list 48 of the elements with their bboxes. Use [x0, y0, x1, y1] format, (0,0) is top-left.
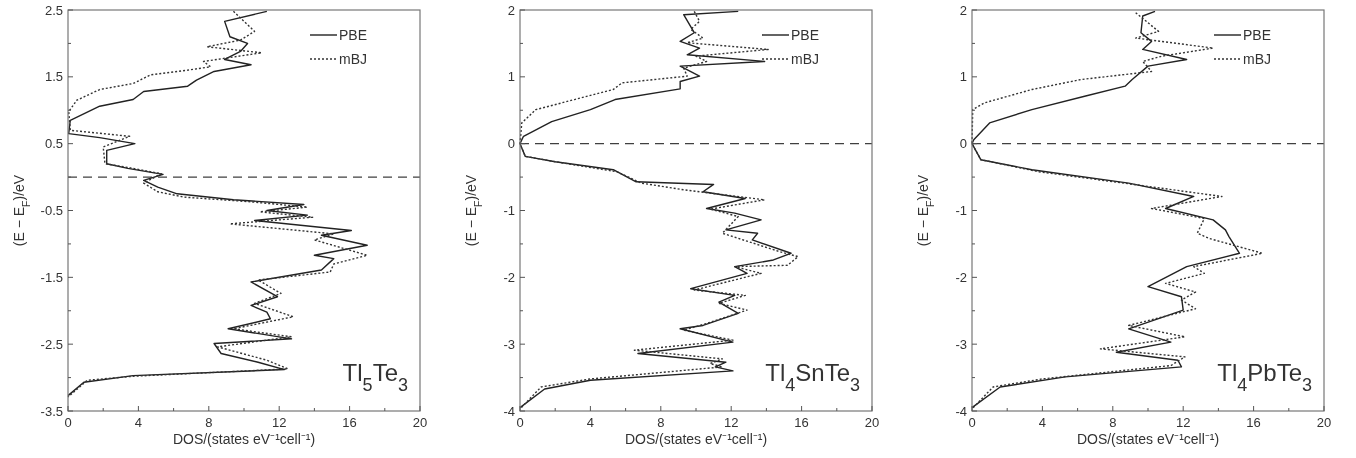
y-tick-label: 2.5 — [44, 2, 63, 18]
y-tick-label: 0 — [959, 136, 967, 152]
y-tick-label: -0.5 — [40, 203, 63, 218]
legend-label: PBE — [1243, 27, 1272, 43]
y-tick-label: -3 — [503, 336, 515, 352]
legend-label: mBJ — [339, 51, 367, 67]
x-axis-title: DOS/(states eV⁻¹cell⁻¹) — [624, 431, 768, 447]
y-tick-label: 2 — [959, 2, 967, 18]
x-tick-label: 4 — [1038, 415, 1047, 430]
y-tick-label: -3.5 — [40, 403, 63, 419]
y-tick-label: -1 — [955, 203, 967, 218]
y-tick-label: -1 — [503, 203, 515, 218]
annotation: Tl$_{5}$Te$_{3}$ — [342, 359, 408, 395]
x-tick-label: 4 — [134, 415, 143, 430]
y-tick-label: 1 — [959, 69, 967, 85]
x-tick-label: 20 — [412, 415, 428, 430]
legend-label: mBJ — [791, 51, 819, 67]
x-tick-label: 12 — [271, 415, 287, 430]
y-tick-label: -4 — [503, 403, 515, 419]
x-tick-label: 12 — [723, 415, 739, 430]
y-tick-label: 2 — [507, 2, 515, 18]
annotation: Tl$_{4}$PbTe$_{3}$ — [1217, 359, 1312, 395]
y-tick-label: 1 — [507, 69, 515, 85]
y-tick-label: -2.5 — [40, 336, 63, 352]
y-tick-label: -3 — [955, 336, 967, 352]
legend-label: PBE — [339, 27, 368, 43]
y-tick-label: -2 — [955, 269, 967, 285]
x-tick-label: 8 — [657, 415, 665, 430]
x-axis-title: DOS/(states eV⁻¹cell⁻¹) — [172, 431, 316, 447]
x-tick-label: 8 — [1109, 415, 1117, 430]
x-tick-label: 12 — [1175, 415, 1191, 430]
x-tick-label: 8 — [205, 415, 213, 430]
legend-label: PBE — [791, 27, 820, 43]
x-tick-label: 20 — [1316, 415, 1332, 430]
x-tick-label: 16 — [342, 415, 357, 430]
legend-label: mBJ — [1243, 51, 1271, 67]
y-tick-label: 0 — [507, 136, 515, 152]
annotation: Tl$_{4}$SnTe$_{3}$ — [765, 359, 860, 395]
y-tick-label: -1.5 — [40, 269, 63, 285]
y-tick-label: -2 — [503, 269, 515, 285]
x-tick-label: 16 — [794, 415, 809, 430]
y-tick-label: 1.5 — [44, 69, 63, 85]
x-tick-label: 4 — [586, 415, 595, 430]
x-axis-title: DOS/(states eV⁻¹cell⁻¹) — [1076, 431, 1220, 447]
x-tick-label: 20 — [864, 415, 880, 430]
y-tick-label: -4 — [955, 403, 967, 419]
x-tick-label: 16 — [1246, 415, 1261, 430]
y-tick-label: 0.5 — [44, 136, 63, 152]
